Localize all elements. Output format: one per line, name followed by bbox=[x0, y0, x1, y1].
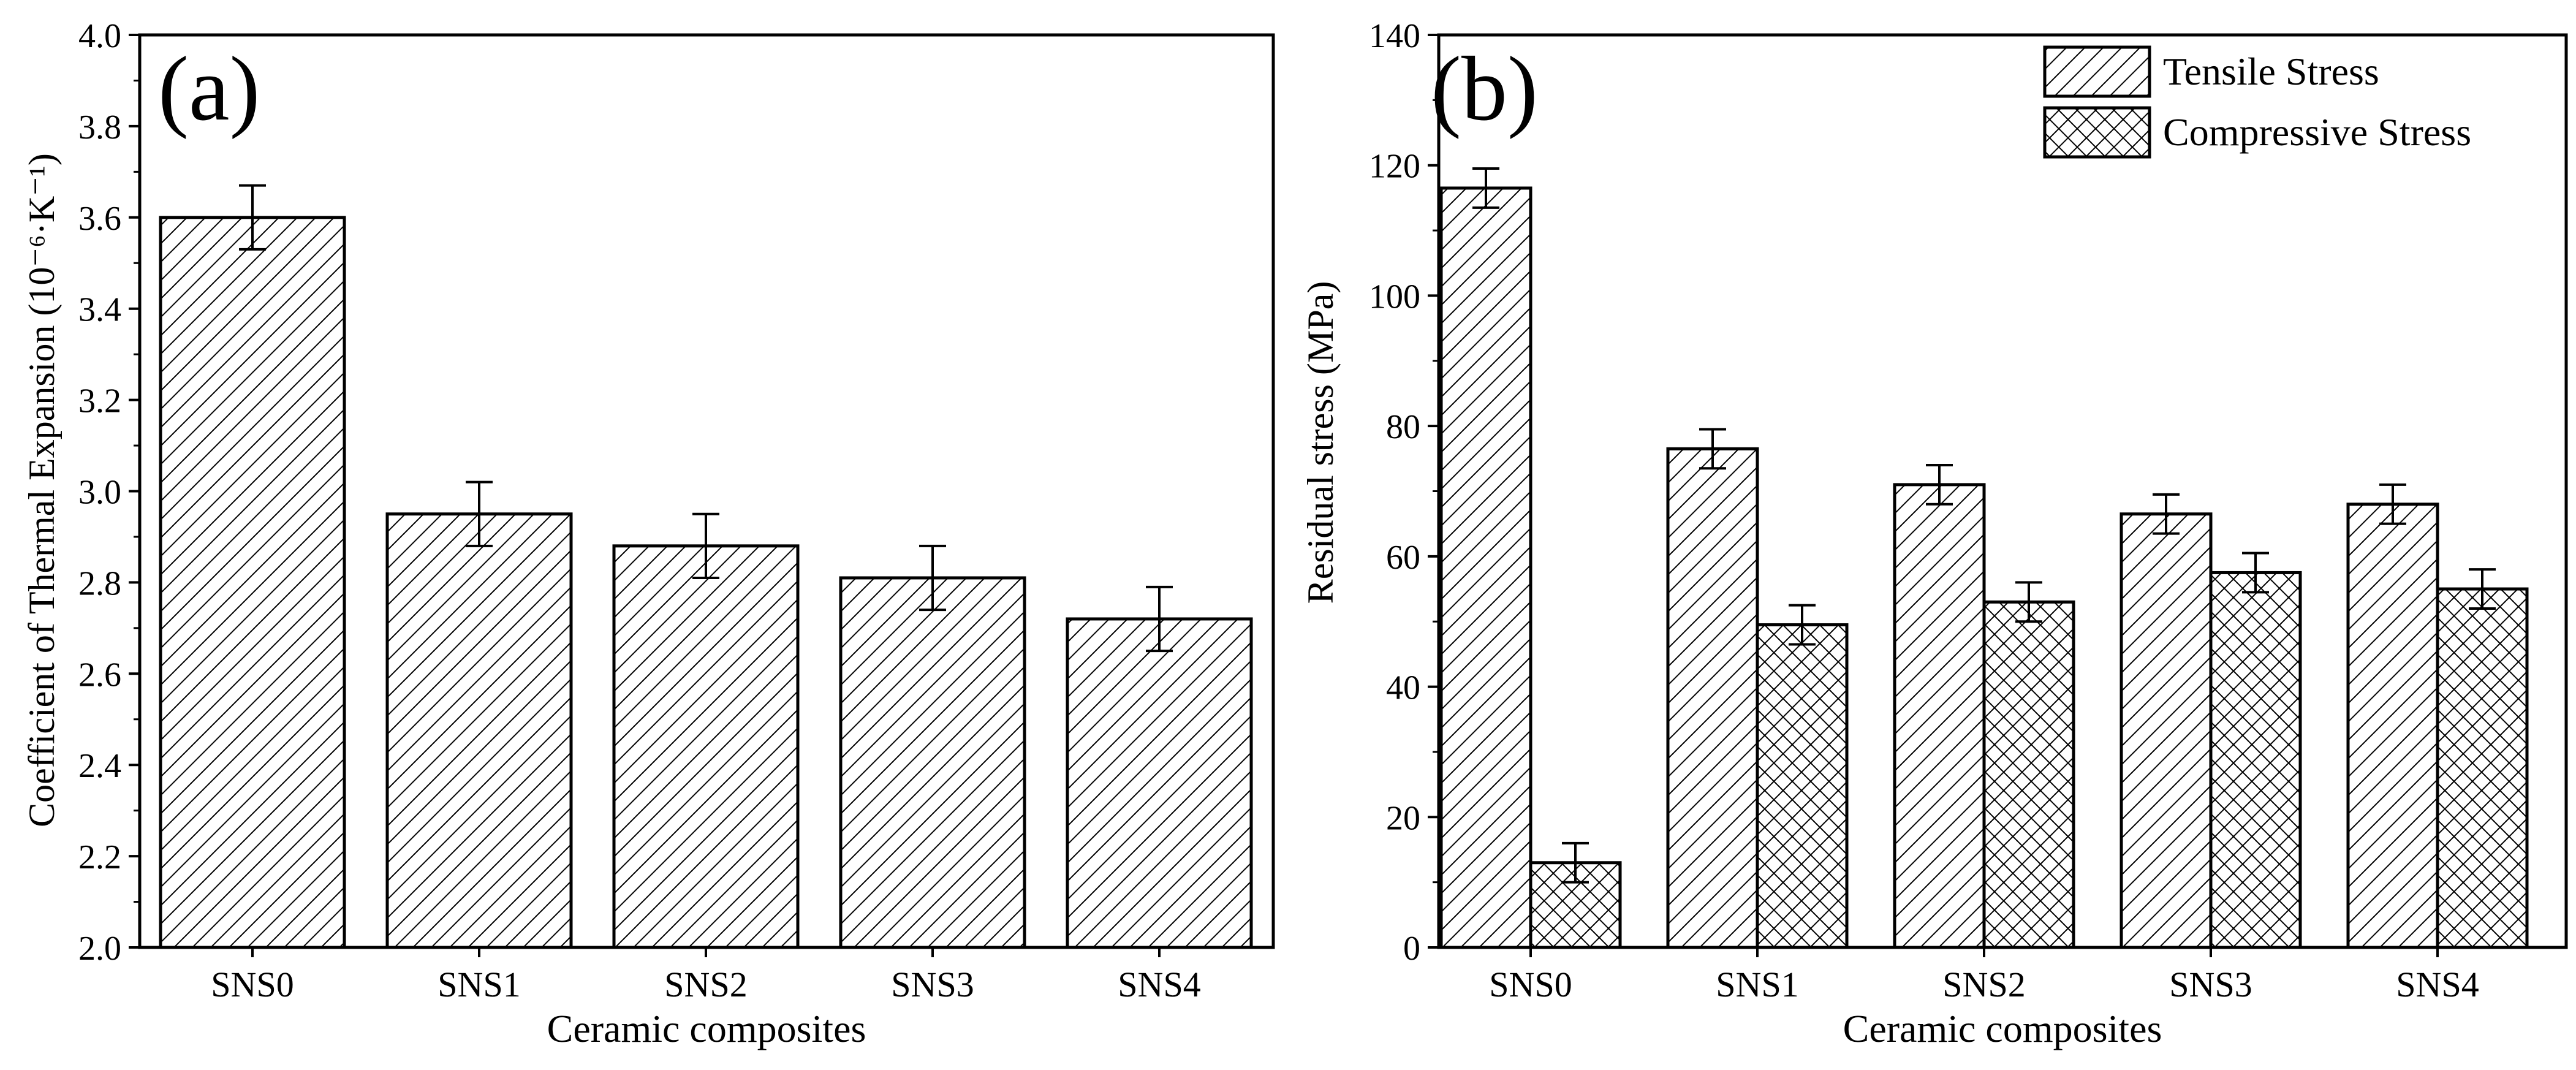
bar-sns4-compressive bbox=[2436, 587, 2529, 949]
y-tick-label: 3.0 bbox=[78, 474, 121, 512]
legend-label-compressive: Compressive Stress bbox=[2163, 110, 2471, 154]
panel-a-label: (a) bbox=[158, 38, 260, 140]
y-tick-label: 2.2 bbox=[78, 838, 121, 876]
bar-sns3-compressive bbox=[2209, 571, 2302, 949]
panel-b-bars bbox=[1439, 186, 2529, 949]
error-bar-sns1-tensile bbox=[1699, 428, 1726, 470]
error-bar-sns2-compressive bbox=[2015, 581, 2042, 623]
panel-b-legend: Tensile Stress Compressive Stress bbox=[2043, 45, 2471, 159]
panel-a-y-axis-label: Coefficient of Thermal Expansion (10⁻⁶·K… bbox=[21, 153, 62, 827]
panel-a-error-bars bbox=[239, 184, 1173, 653]
panel-b-x-ticks: SNS0 SNS1 SNS2 SNS3 SNS4 bbox=[1489, 947, 2479, 1004]
panel-b-y-axis-label: Residual stress (MPa) bbox=[1300, 281, 1341, 604]
y-tick-label: 3.2 bbox=[78, 382, 121, 420]
panel-a-x-axis-label: Ceramic composites bbox=[547, 1007, 866, 1050]
error-bar-sns2-tensile bbox=[1926, 463, 1953, 506]
bar-sns4-tensile bbox=[2346, 503, 2439, 949]
bar-sns2-tensile bbox=[1893, 483, 1986, 949]
y-tick-label: 140 bbox=[1369, 17, 1420, 55]
y-tick-label: 3.4 bbox=[78, 291, 121, 329]
error-bar-sns1-cte bbox=[466, 480, 493, 547]
y-tick-label: 3.8 bbox=[78, 108, 121, 146]
bar-sns1-cte bbox=[385, 512, 573, 949]
panel-a-bars bbox=[159, 216, 1253, 949]
error-bar-sns4-cte bbox=[1146, 585, 1173, 653]
panel-b-label: (b) bbox=[1431, 38, 1538, 140]
y-tick-label: 120 bbox=[1369, 148, 1420, 186]
legend-swatch-compressive bbox=[2043, 106, 2151, 159]
y-tick-label: 100 bbox=[1369, 278, 1420, 316]
x-tick-label: SNS1 bbox=[438, 965, 520, 1004]
y-tick-label: 2.0 bbox=[78, 930, 121, 968]
panel-a: 2.02.22.42.62.83.03.23.43.63.84.0 SNS0 SN… bbox=[21, 17, 1275, 1050]
legend-swatch-tensile bbox=[2043, 45, 2151, 98]
bar-sns2-compressive bbox=[1982, 600, 2075, 949]
bar-sns1-compressive bbox=[1756, 623, 1849, 949]
error-bar-sns2-cte bbox=[692, 512, 719, 579]
x-tick-label: SNS2 bbox=[664, 965, 747, 1004]
error-bar-sns4-compressive bbox=[2469, 568, 2496, 610]
x-tick-label: SNS1 bbox=[1716, 965, 1798, 1004]
x-tick-label: SNS4 bbox=[1118, 965, 1200, 1004]
x-tick-label: SNS0 bbox=[1489, 965, 1572, 1004]
x-tick-label: SNS3 bbox=[891, 965, 974, 1004]
error-bar-sns3-cte bbox=[919, 544, 946, 612]
error-bar-sns3-tensile bbox=[2153, 493, 2180, 535]
y-tick-label: 4.0 bbox=[78, 17, 121, 55]
y-tick-label: 40 bbox=[1386, 669, 1420, 707]
error-bar-sns0-compressive bbox=[1562, 841, 1589, 884]
y-tick-label: 3.6 bbox=[78, 200, 121, 238]
x-tick-label: SNS3 bbox=[2169, 965, 2252, 1004]
y-tick-label: 80 bbox=[1386, 408, 1420, 446]
x-tick-label: SNS0 bbox=[211, 965, 294, 1004]
y-tick-label: 20 bbox=[1386, 799, 1420, 837]
x-tick-label: SNS2 bbox=[1942, 965, 2025, 1004]
error-bar-sns1-compressive bbox=[1789, 604, 1816, 646]
panel-a-plot-frame bbox=[138, 33, 1275, 949]
panel-a-y-ticks: 2.0 2.2 2.4 2.6 2.8 3.0 3.2 3.4 3.6 3.8 4.0 bbox=[78, 17, 140, 968]
panel-a-x-ticks: SNS0 SNS1 SNS2 SNS3 SNS4 bbox=[211, 947, 1201, 1004]
panel-b-error-bars bbox=[1472, 167, 2496, 884]
bar-sns1-tensile bbox=[1666, 447, 1759, 949]
y-tick-label: 2.6 bbox=[78, 656, 121, 694]
y-tick-label: 60 bbox=[1386, 539, 1420, 577]
y-tick-label: 0 bbox=[1403, 930, 1420, 968]
bar-sns3-tensile bbox=[2120, 512, 2213, 949]
error-bar-sns4-tensile bbox=[2379, 483, 2406, 525]
bar-sns3-cte bbox=[839, 576, 1026, 949]
bar-sns0-cte bbox=[159, 216, 346, 949]
y-tick-label: 2.4 bbox=[78, 747, 121, 785]
x-tick-label: SNS4 bbox=[2396, 965, 2479, 1004]
error-bar-sns3-compressive bbox=[2242, 552, 2269, 594]
bar-sns4-cte bbox=[1066, 617, 1253, 949]
legend-label-tensile: Tensile Stress bbox=[2163, 50, 2379, 93]
panel-b-plot-frame bbox=[1437, 33, 2568, 949]
bar-sns2-cte bbox=[612, 544, 800, 949]
error-bar-sns0-tensile bbox=[1472, 167, 1499, 209]
bar-sns0-tensile bbox=[1439, 186, 1532, 949]
error-bar-sns0-cte bbox=[239, 184, 266, 251]
y-tick-label: 2.8 bbox=[78, 564, 121, 602]
panel-b-x-axis-label: Ceramic composites bbox=[1843, 1007, 2162, 1050]
panel-b-y-ticks: 0 20 40 60 80 100 120 140 bbox=[1369, 17, 1439, 968]
